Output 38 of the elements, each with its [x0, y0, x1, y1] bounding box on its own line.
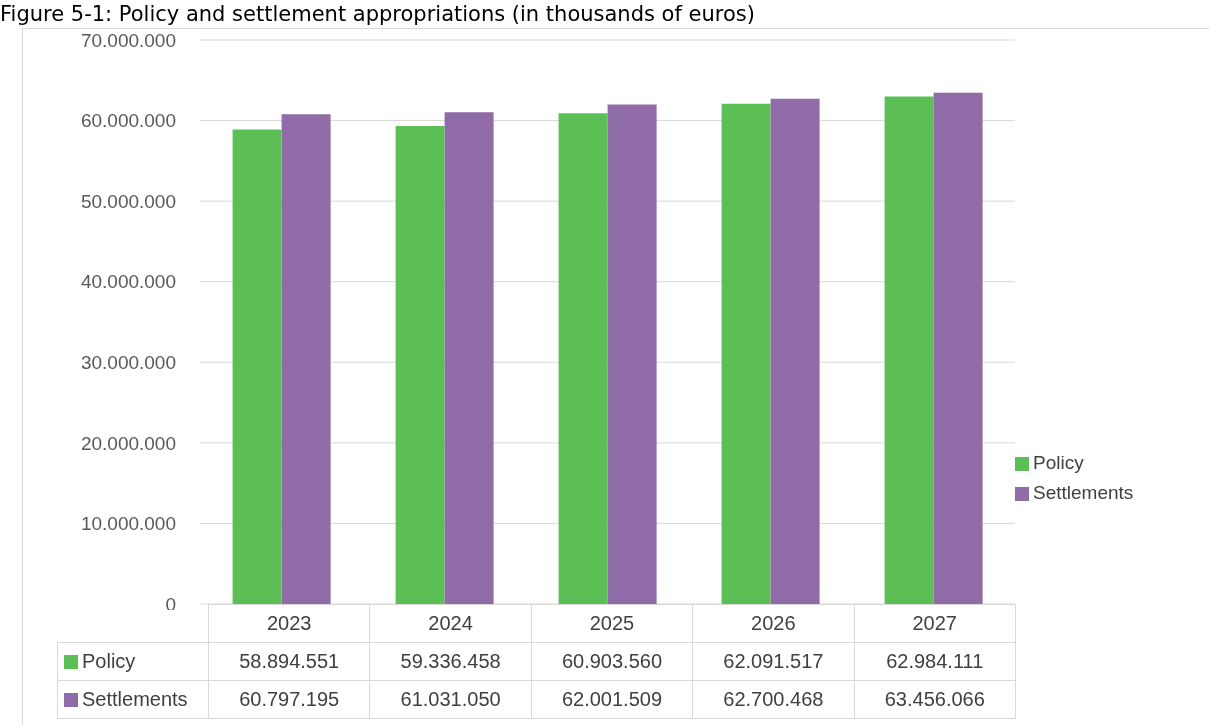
- x-tick-label: 2026: [692, 604, 855, 643]
- data-label: 62.001.509: [531, 680, 693, 719]
- data-label: 59.336.458: [369, 642, 532, 681]
- data-label: 60.903.560: [531, 642, 693, 681]
- data-label: 61.031.050: [369, 680, 532, 719]
- bar: [395, 125, 445, 604]
- data-label: 62.984.111: [854, 642, 1016, 681]
- x-tick-label: 2025: [531, 604, 693, 643]
- x-tick-label: 2023: [208, 604, 370, 643]
- bar: [933, 92, 983, 604]
- data-label: 62.091.517: [692, 642, 855, 681]
- bar: [281, 114, 331, 604]
- bar: [444, 112, 494, 604]
- chart-title: Figure 5-1: Policy and settlement appropriations (in thousands of euros): [0, 2, 755, 26]
- data-label: 63.456.066: [854, 680, 1016, 719]
- y-tick-label: 40.000.000: [80, 271, 176, 293]
- y-tick-label: 50.000.000: [80, 190, 176, 212]
- text: Policy: [82, 650, 136, 673]
- y-tick-label: 30.000.000: [80, 352, 176, 374]
- y-tick-label: 70.000.000: [80, 29, 176, 51]
- data-label: 62.700.468: [692, 680, 855, 719]
- y-tick-label: 0: [165, 593, 176, 615]
- bar: [558, 113, 608, 604]
- legend-label: Settlements: [1033, 482, 1134, 503]
- y-tick-label: 60.000.000: [80, 110, 176, 132]
- bar: [232, 129, 282, 604]
- bar: [884, 96, 934, 604]
- text: Settlements: [82, 688, 188, 711]
- y-tick-label: 20.000.000: [80, 432, 176, 454]
- x-tick-label: 2024: [369, 604, 532, 643]
- data-label: 60.797.195: [208, 680, 370, 719]
- y-tick-label: 10.000.000: [80, 513, 176, 535]
- x-tick-label: 2027: [854, 604, 1016, 643]
- bar: [607, 104, 657, 604]
- bar: [770, 98, 820, 604]
- legend-label: Policy: [1033, 452, 1084, 473]
- data-label: 58.894.551: [208, 642, 370, 681]
- bar: [721, 103, 771, 604]
